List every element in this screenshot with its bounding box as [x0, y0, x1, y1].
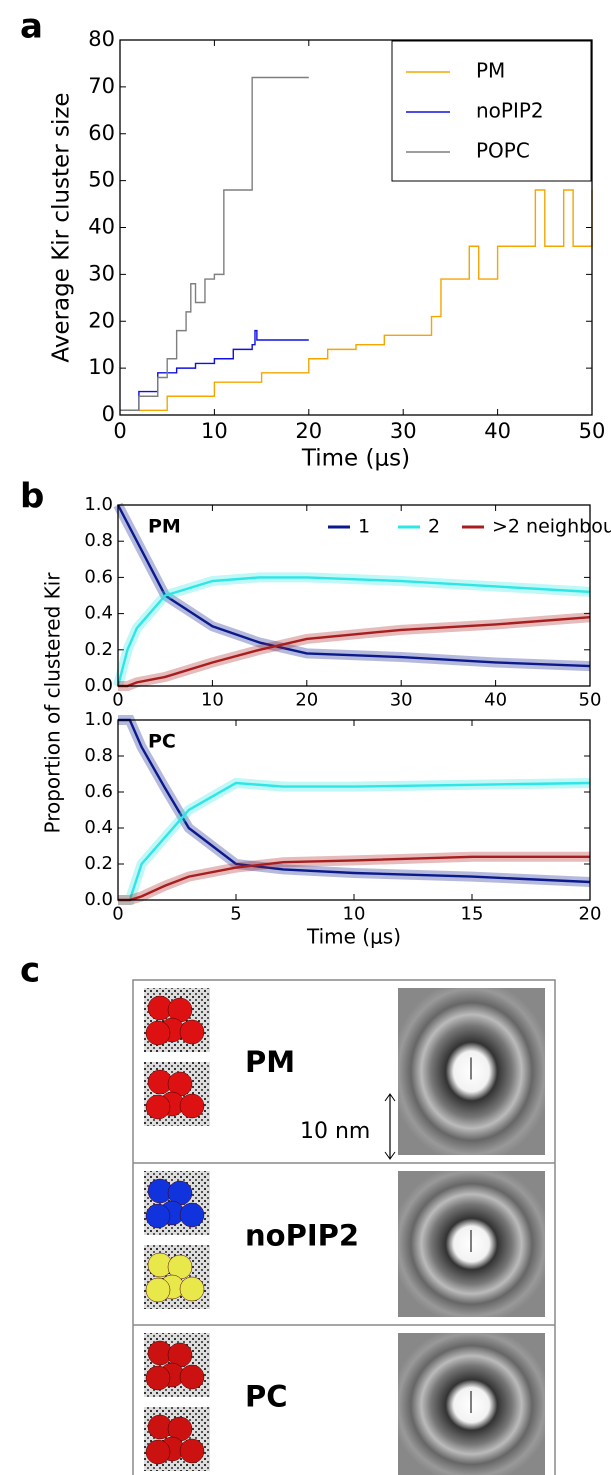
x-tick-label: 40	[484, 419, 511, 443]
data-line	[118, 616, 591, 688]
x-tick-label: 30	[390, 689, 413, 710]
row-label: PC	[245, 1380, 288, 1414]
row-label: noPIP2	[245, 1219, 359, 1253]
legend-label: >2 neighbours	[492, 516, 611, 538]
x-tick-label: 15	[461, 903, 484, 924]
x-tick-label: 10	[201, 689, 224, 710]
protein-blob	[179, 1202, 205, 1228]
protein-blob	[179, 1438, 205, 1464]
legend-label: 1	[358, 516, 370, 538]
y-tick-label: 0.2	[84, 639, 113, 660]
plot-frame	[119, 39, 593, 416]
data-line	[118, 855, 590, 902]
scale-label: 10 nm	[300, 1119, 370, 1144]
y-tick-label: 0.0	[84, 675, 113, 696]
protein-blob	[179, 1276, 205, 1302]
panel-label: b	[20, 477, 44, 517]
x-tick-label: 40	[484, 689, 507, 710]
x-axis-label: Time (μs)	[306, 924, 401, 948]
y-tick-label: 1.0	[84, 494, 113, 515]
y-tick-label: 10	[88, 355, 115, 379]
x-tick-label: 30	[390, 419, 417, 443]
y-tick-label: 80	[88, 27, 115, 51]
x-tick-label: 20	[579, 903, 602, 924]
y-tick-label: 0	[102, 402, 115, 426]
plot-frame	[117, 504, 591, 687]
legend-label: 2	[428, 516, 440, 538]
x-tick-label: 10	[343, 903, 366, 924]
y-tick-label: 0.6	[84, 566, 113, 587]
y-tick-label: 0.6	[84, 781, 113, 802]
y-tick-label: 0.8	[84, 530, 113, 551]
legend-label: noPIP2	[476, 99, 544, 123]
legend-label: PM	[476, 59, 505, 83]
y-tick-label: 1.0	[84, 709, 113, 730]
protein-blob	[145, 1203, 171, 1229]
data-line	[118, 718, 591, 884]
x-tick-label: 20	[295, 419, 322, 443]
scale-arrowheads	[384, 1093, 396, 1160]
protein-blob	[145, 1439, 171, 1465]
panel-frame	[132, 979, 556, 1475]
protein-blob	[145, 1365, 171, 1391]
protein-blob	[145, 1020, 171, 1046]
y-tick-label: 60	[88, 121, 115, 145]
plot-frame	[117, 719, 591, 901]
x-tick-label: 20	[295, 689, 318, 710]
y-tick-label: 0.8	[84, 745, 113, 766]
y-tick-label: 0.2	[84, 853, 113, 874]
y-tick-label: 50	[88, 168, 115, 192]
protein-blob	[179, 1019, 205, 1045]
annotation: PM	[148, 516, 181, 538]
panel-label: a	[20, 7, 43, 47]
data-line	[116, 504, 591, 668]
data-line	[120, 329, 309, 412]
data-line	[120, 76, 309, 412]
panel-label: c	[20, 951, 40, 991]
x-tick-label: 10	[201, 419, 228, 443]
protein-blob	[145, 1277, 171, 1303]
annotation: PC	[148, 731, 176, 753]
protein-blob	[179, 1093, 205, 1119]
y-tick-label: 70	[88, 74, 115, 98]
x-tick-label: 0	[113, 419, 126, 443]
data-line	[120, 189, 593, 412]
y-tick-label: 0.4	[84, 603, 113, 624]
y-tick-label: 0.4	[84, 817, 113, 838]
y-tick-label: 40	[88, 215, 115, 239]
data-line	[118, 781, 591, 902]
legend-box	[391, 40, 592, 182]
x-tick-label: 5	[230, 903, 241, 924]
y-axis-label: Average Kir cluster size	[49, 92, 75, 362]
row-label: PM	[245, 1045, 295, 1079]
x-tick-label: 50	[579, 689, 602, 710]
x-axis-label: Time (μs)	[301, 446, 410, 472]
x-tick-label: 50	[579, 419, 606, 443]
legend-label: POPC	[476, 139, 530, 163]
y-axis-label: Proportion of clustered Kir	[41, 572, 65, 834]
protein-blob	[179, 1364, 205, 1390]
y-tick-label: 0.0	[84, 889, 113, 910]
protein-blob	[145, 1094, 171, 1120]
y-tick-label: 20	[88, 308, 115, 332]
data-line	[116, 576, 591, 687]
x-tick-label: 0	[112, 689, 123, 710]
y-tick-label: 30	[88, 261, 115, 285]
x-tick-label: 0	[112, 903, 123, 924]
